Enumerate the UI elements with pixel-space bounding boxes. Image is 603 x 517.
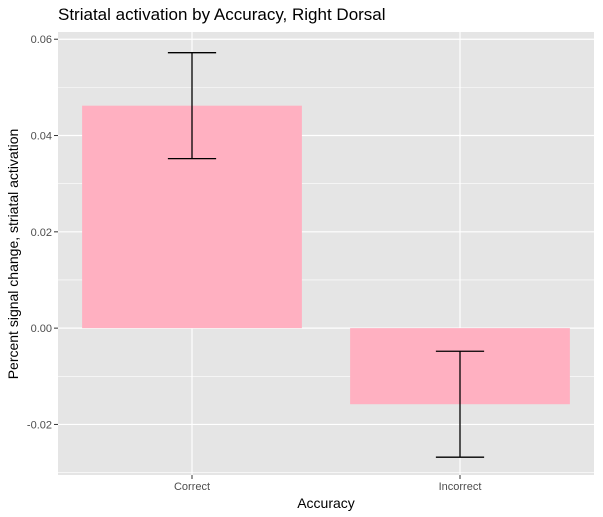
y-tick-label: -0.02 (27, 419, 52, 431)
x-tick-label: Correct (174, 481, 210, 493)
y-tick-label: 0.02 (31, 227, 52, 239)
y-tick-label: 0.04 (31, 131, 52, 143)
error-bars (167, 52, 485, 458)
x-axis: Correct Incorrect (174, 475, 481, 493)
x-tick-label: Incorrect (439, 481, 482, 493)
chart-title: Striatal activation by Accuracy, Right D… (58, 5, 386, 24)
x-axis-title: Accuracy (297, 495, 355, 511)
y-axis: -0.02 0.00 0.02 0.04 0.06 (27, 34, 58, 431)
y-tick-label: 0.06 (31, 34, 52, 46)
y-tick-label: 0.00 (31, 323, 52, 335)
y-axis-title: Percent signal change, striatal activati… (5, 129, 21, 380)
